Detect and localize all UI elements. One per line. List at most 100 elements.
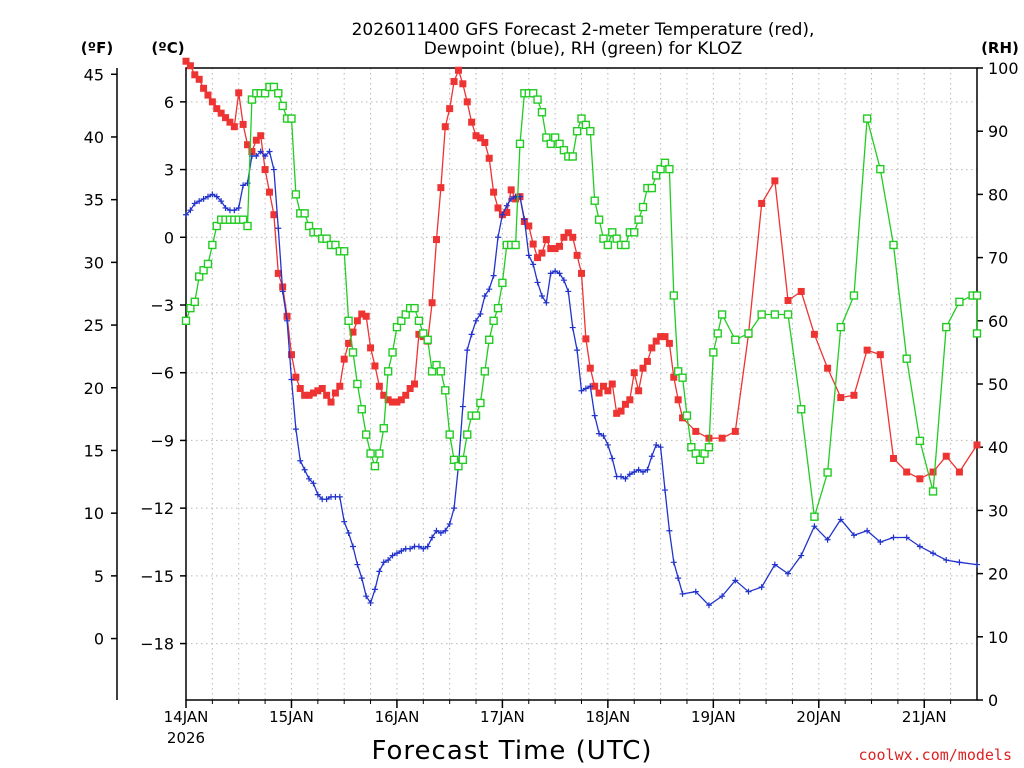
temperature-point [270,211,278,219]
rh-point [436,367,446,376]
dewpoint-point [209,191,216,198]
temperature-point [331,389,339,397]
dewpoint-point [824,536,831,543]
temperature-point [463,98,471,106]
rh-point [370,461,380,471]
rh-point [660,158,670,168]
dewpoint-point [429,534,436,541]
rh-point [717,310,727,319]
temperature-point [718,434,726,442]
rh-point [695,455,705,465]
dewpoint-point [609,455,616,462]
celsius-tick-label: 0 [164,228,174,247]
series-layer [181,57,982,609]
rh-point [194,272,204,281]
temperature-point [252,136,260,144]
dewpoint-point [306,475,313,482]
dewpoint-point [385,557,392,564]
rh-point [361,430,371,439]
temperature-point [586,364,594,372]
rh-point [972,291,982,300]
temperature-point [648,344,656,352]
x-tick-label: 14JAN [164,708,209,726]
rh-point [199,266,208,275]
dewpoint-point [481,292,488,299]
dewpoint-point [279,288,286,295]
rh-point [476,398,485,408]
rh-point [212,221,221,231]
temperature-point [274,269,282,277]
dewpoint-point [204,193,211,200]
dewpoint-point [341,518,348,525]
rh-tick-label: 0 [988,691,998,710]
fahrenheit-tick-label: 40 [84,128,104,147]
dewpoint-point [266,148,273,155]
rh-point [783,310,793,319]
temperature-point [340,355,348,363]
dewpoint-point [231,207,238,214]
rh-point [274,89,283,98]
rh-point [533,95,542,104]
dewpoint-point [679,590,686,597]
dewpoint-point [257,148,264,155]
temperature-point [674,396,682,404]
rh-point [581,120,591,130]
temperature-point [837,394,845,402]
rh-point [366,449,375,458]
temperature-point [362,312,370,320]
temperature-point [358,310,366,318]
temperature-point [213,105,221,113]
fahrenheit-tick-label: 5 [94,567,104,586]
temperature-point [595,389,603,397]
temperature-point [863,346,871,354]
x-tick-label: 17JAN [480,708,525,726]
temperature-point [446,105,454,113]
dewpoint-point [222,204,229,211]
temperature-point [547,245,555,253]
rh-point [419,329,428,338]
rh-point [700,449,709,458]
fahrenheit-tick-label: 30 [84,253,104,272]
temperature-point [626,396,634,404]
rh-point [489,316,498,325]
dewpoint-point [393,550,400,557]
rh-point [572,126,582,136]
dewpoint-point [811,523,818,530]
rh-point [208,240,217,250]
dewpoint-point [442,527,449,534]
rh-point [445,430,454,439]
dewpoint-point [459,403,466,410]
temperature-point [191,71,199,79]
chart-title-line1: 2026011400 GFS Forecast 2-meter Temperat… [352,20,815,40]
celsius-tick-label: −3 [150,296,174,315]
rh-point [291,190,301,199]
temperature-point [591,382,599,390]
rh-point [353,379,362,389]
temperature-point [222,114,230,122]
dewpoint-point [631,469,638,476]
dewpoint-point [600,432,607,439]
temperature-point [608,380,616,388]
dewpoint-point [864,527,871,534]
dewpoint-point [635,466,642,473]
rh-point [278,101,287,111]
dewpoint-point [253,153,260,160]
rh-point [704,443,714,452]
temperature-point [876,351,884,359]
dewpoint-point [187,207,194,214]
temperature-point [560,233,568,241]
dewpoint-point [661,487,668,494]
rh-point [550,133,560,142]
dewpoint-point [596,430,603,437]
temperature-point [538,249,546,257]
rh-point [432,360,441,370]
temperature-point [380,391,388,399]
dewpoint-point [543,299,550,306]
dewpoint-point [473,317,480,324]
temperature-point [613,409,621,417]
rh-point [537,108,547,117]
dewpoint-point [424,543,431,550]
rh-point [480,367,490,376]
rh-point [528,89,538,98]
dewpoint-point [618,473,625,480]
